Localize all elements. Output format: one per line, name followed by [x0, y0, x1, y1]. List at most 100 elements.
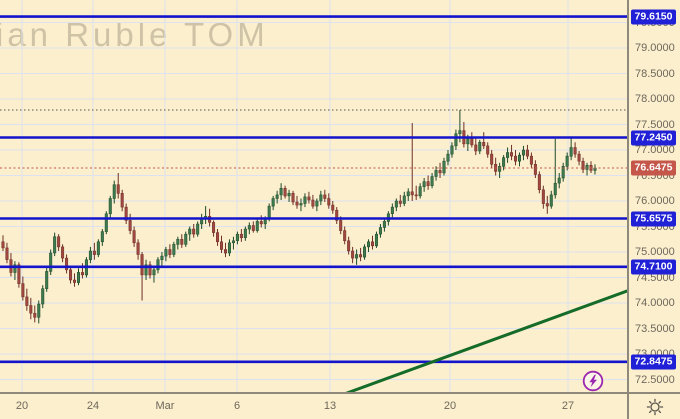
- candle: [319, 190, 323, 206]
- lightning-button[interactable]: [582, 370, 604, 392]
- candle: [247, 222, 251, 235]
- price-tick-label: 77.5000: [635, 118, 675, 131]
- chart-canvas[interactable]: [0, 0, 627, 392]
- candle-body: [180, 239, 184, 245]
- candle-body: [160, 255, 164, 260]
- candle-body: [49, 252, 53, 272]
- candle: [104, 211, 108, 235]
- candle-body: [168, 249, 172, 255]
- price-tick-label: 74.0000: [635, 297, 675, 309]
- candle-body: [140, 254, 144, 276]
- candle: [92, 242, 96, 260]
- candle: [581, 157, 585, 173]
- candle: [355, 249, 359, 265]
- candle: [541, 185, 545, 209]
- candle: [239, 229, 243, 242]
- candle-body: [398, 200, 402, 204]
- candle: [80, 263, 84, 279]
- price-level-badge[interactable]: 79.6150: [631, 9, 676, 25]
- price-level-badge[interactable]: 72.8475: [631, 354, 676, 370]
- candle: [69, 266, 73, 284]
- candle: [144, 259, 148, 280]
- candle-body: [450, 145, 454, 155]
- candle: [442, 157, 446, 176]
- candle-body: [41, 288, 45, 305]
- candle: [124, 203, 128, 224]
- candle: [426, 175, 430, 190]
- time-axis[interactable]: 20 24 Mar 6 13 20 27: [0, 392, 627, 419]
- candle-body: [100, 231, 104, 243]
- candle: [216, 229, 220, 246]
- candle-body: [283, 188, 287, 197]
- candle-body: [510, 152, 514, 157]
- date-tick-label: 6: [233, 400, 241, 412]
- price-level-badge[interactable]: 74.7100: [631, 259, 676, 275]
- axis-settings-button[interactable]: [627, 392, 680, 419]
- candle-body: [57, 236, 61, 248]
- candle: [398, 194, 402, 208]
- candle: [331, 201, 335, 214]
- price-level-badge[interactable]: 75.6575: [631, 211, 676, 226]
- candle: [577, 151, 581, 166]
- candle: [275, 190, 279, 204]
- candle-body: [235, 233, 239, 242]
- candle: [347, 236, 351, 255]
- candle: [514, 150, 518, 166]
- candle-body: [5, 247, 9, 260]
- candle: [359, 247, 363, 262]
- sun-gear-icon: [646, 398, 663, 415]
- candle: [295, 195, 299, 209]
- candle-body: [124, 206, 128, 221]
- candle: [470, 132, 474, 148]
- candle-body: [33, 312, 37, 318]
- candle-body: [116, 184, 120, 194]
- candle: [164, 246, 168, 262]
- candle-body: [255, 221, 259, 231]
- candle: [259, 215, 263, 228]
- candle-body: [331, 204, 335, 211]
- candle-body: [335, 209, 339, 221]
- candle-body: [164, 249, 168, 257]
- candle: [65, 254, 69, 274]
- candle: [374, 231, 378, 248]
- candle-body: [374, 233, 378, 247]
- candle-body: [502, 157, 506, 167]
- candle-body: [414, 194, 418, 197]
- candle-body: [521, 149, 525, 156]
- candle-body: [426, 181, 430, 186]
- candle-body: [506, 152, 510, 158]
- candle: [370, 235, 374, 250]
- trendline[interactable]: [345, 289, 627, 392]
- price-axis[interactable]: 79.500079.000078.500078.000077.500077.00…: [627, 0, 680, 392]
- candle-body: [545, 203, 549, 207]
- candle: [88, 246, 92, 264]
- candle: [494, 157, 498, 176]
- candle-body: [394, 200, 398, 208]
- candle-body: [541, 189, 545, 204]
- candle-body: [553, 182, 557, 196]
- candle-body: [132, 230, 136, 244]
- candle-body: [490, 153, 494, 165]
- candle: [303, 193, 307, 208]
- candle: [168, 244, 172, 259]
- candle: [462, 122, 466, 148]
- price-levels-layer[interactable]: [0, 15, 627, 364]
- price-tick-label: 78.0000: [635, 93, 675, 105]
- price-level-badge[interactable]: 77.2450: [631, 130, 676, 145]
- candle-body: [486, 145, 490, 155]
- candle-body: [216, 232, 220, 243]
- candle-body: [470, 138, 474, 146]
- candle-body: [327, 198, 331, 206]
- candle-body: [53, 236, 57, 254]
- candle-body: [96, 241, 100, 255]
- candle: [172, 241, 176, 258]
- candle-body: [92, 250, 96, 255]
- candle-body: [446, 153, 450, 162]
- candle: [116, 173, 120, 199]
- candle-body: [418, 186, 422, 197]
- candle-body: [482, 142, 486, 147]
- date-tick-label: 20: [443, 400, 457, 412]
- candle-body: [549, 194, 553, 207]
- candle: [33, 305, 37, 323]
